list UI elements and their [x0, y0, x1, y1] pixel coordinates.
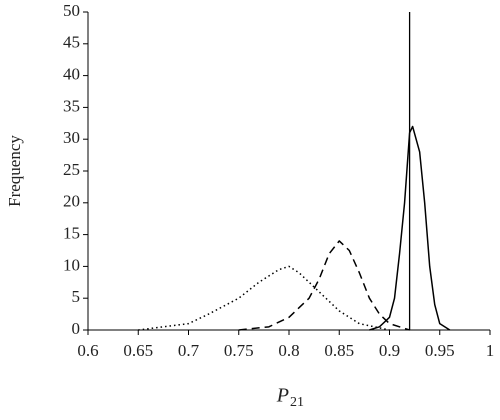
x-tick-label: 0.65	[123, 341, 153, 360]
y-tick-label: 20	[63, 192, 80, 211]
line-series	[369, 125, 451, 331]
x-tick-label: 0.9	[379, 341, 400, 360]
x-tick-label: 0.8	[278, 341, 299, 360]
y-tick-label: 25	[63, 160, 80, 179]
y-tick-label: 40	[63, 65, 80, 84]
y-tick-label: 0	[72, 319, 81, 338]
x-axis-label: P	[276, 385, 289, 407]
y-tick-label: 30	[63, 128, 80, 147]
line-series	[238, 240, 410, 331]
y-tick-label: 5	[72, 287, 81, 306]
x-tick-label: 0.7	[178, 341, 200, 360]
x-axis-label-subscript: 21	[290, 395, 304, 410]
y-axis-label: Frequency	[5, 135, 24, 207]
y-tick-label: 45	[63, 33, 80, 52]
x-tick-label: 0.95	[425, 341, 455, 360]
y-tick-label: 50	[63, 1, 80, 20]
y-tick-label: 10	[63, 255, 80, 274]
y-tick-label: 35	[63, 96, 80, 115]
x-tick-label: 0.75	[224, 341, 254, 360]
y-tick-label: 15	[63, 224, 80, 243]
x-tick-label: 0.85	[324, 341, 354, 360]
x-tick-label: 1	[486, 341, 495, 360]
line-series	[138, 265, 390, 331]
x-tick-label: 0.6	[77, 341, 98, 360]
